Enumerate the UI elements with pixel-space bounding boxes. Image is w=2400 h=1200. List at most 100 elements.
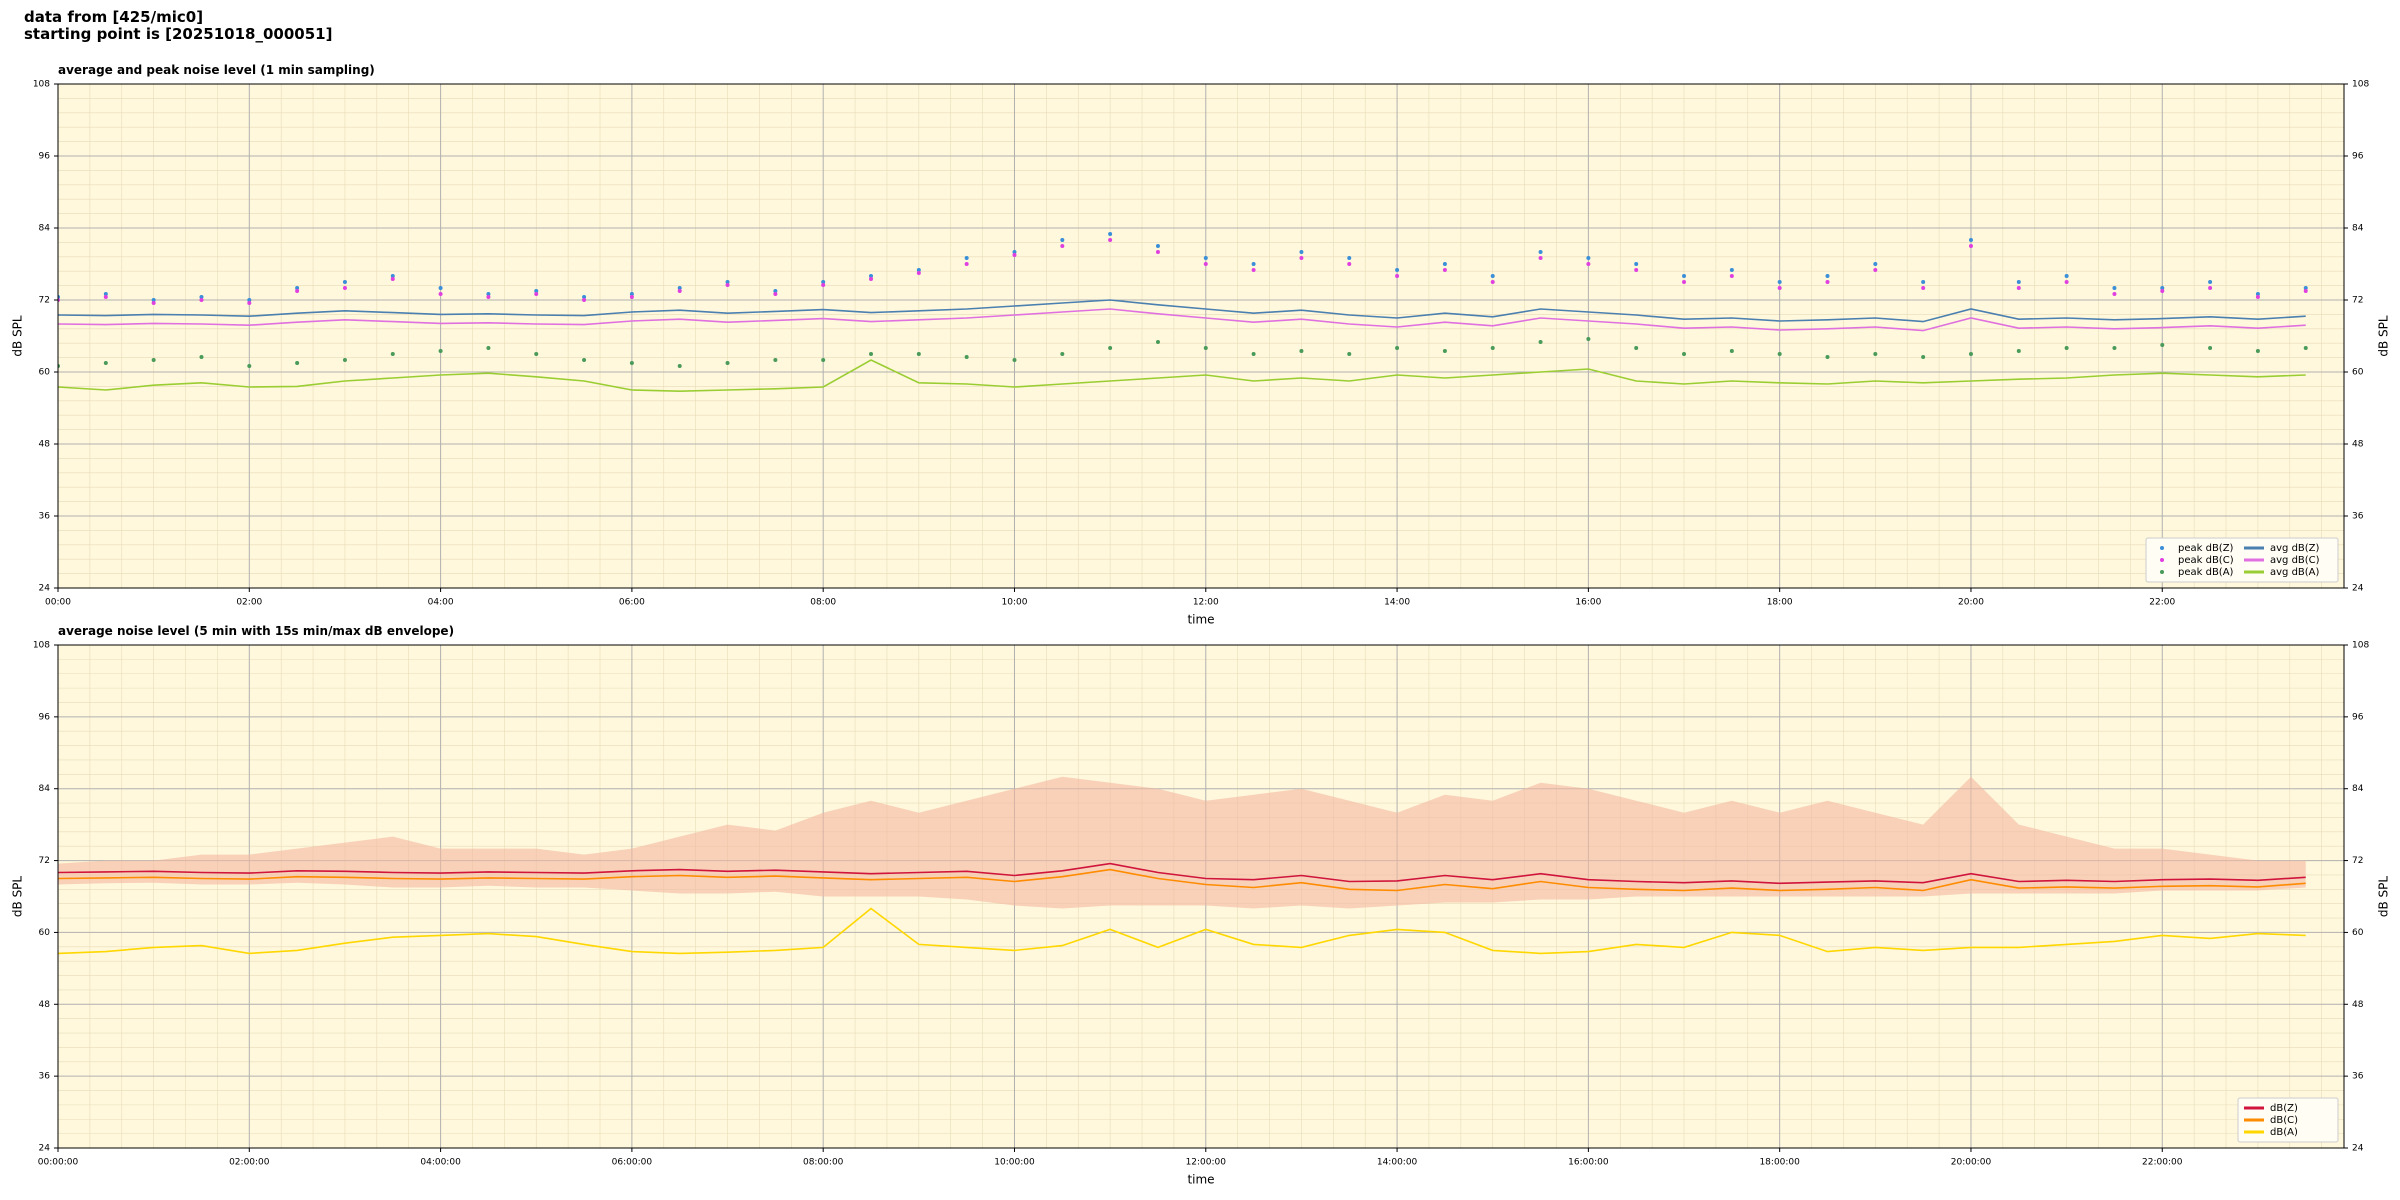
x-tick-label: 18:00:00 bbox=[1759, 1158, 1800, 1168]
y-tick-label: 72 bbox=[39, 856, 50, 866]
peak-point bbox=[773, 358, 778, 362]
y2-tick-label: 36 bbox=[2352, 512, 2364, 522]
x-tick-label: 22:00 bbox=[2149, 598, 2175, 608]
legend-label: peak dB(A) bbox=[2178, 567, 2234, 578]
peak-point bbox=[151, 298, 156, 302]
peak-point bbox=[869, 274, 874, 278]
x-tick-label: 14:00 bbox=[1384, 598, 1410, 608]
peak-point bbox=[486, 295, 491, 299]
peak-point bbox=[677, 286, 682, 290]
peak-point bbox=[1682, 274, 1687, 278]
peak-point bbox=[582, 358, 587, 362]
peak-point bbox=[1825, 355, 1830, 359]
peak-point bbox=[2064, 346, 2069, 350]
y2-tick-label: 84 bbox=[2352, 224, 2364, 234]
y2-tick-label: 24 bbox=[2352, 584, 2364, 594]
peak-point bbox=[725, 283, 730, 287]
peak-point bbox=[821, 283, 826, 287]
x-tick-label: 06:00:00 bbox=[612, 1158, 653, 1168]
peak-point bbox=[964, 262, 969, 266]
x-tick-label: 04:00:00 bbox=[420, 1158, 461, 1168]
peak-point bbox=[964, 256, 969, 260]
peak-point bbox=[1012, 358, 1017, 362]
peak-point bbox=[1203, 262, 1208, 266]
legend-marker bbox=[2160, 570, 2164, 574]
x-tick-label: 00:00 bbox=[45, 598, 71, 608]
x-tick-label: 00:00:00 bbox=[38, 1158, 79, 1168]
line bbox=[58, 299, 2306, 323]
peak-point bbox=[1347, 256, 1352, 260]
peak-point bbox=[821, 280, 826, 284]
chart-title: average and peak noise level (1 min samp… bbox=[58, 63, 375, 77]
y-tick-label: 84 bbox=[39, 224, 51, 234]
y2-tick-label: 108 bbox=[2352, 641, 2369, 651]
peak-point bbox=[2303, 289, 2308, 293]
peak-point bbox=[342, 280, 347, 284]
x-tick-label: 16:00:00 bbox=[1568, 1158, 1609, 1168]
peak-point bbox=[486, 292, 491, 296]
header-start: starting point is [20251018_000051] bbox=[24, 25, 332, 43]
peak-point bbox=[2255, 295, 2260, 299]
peak-point bbox=[964, 355, 969, 359]
x-tick-label: 14:00:00 bbox=[1377, 1158, 1418, 1168]
peak-point bbox=[2016, 349, 2021, 353]
legend-label: avg dB(C) bbox=[2270, 555, 2320, 566]
peak-point bbox=[2112, 346, 2117, 350]
peak-point bbox=[1921, 280, 1926, 284]
peak-point bbox=[1395, 274, 1400, 278]
x-tick-label: 02:00 bbox=[236, 598, 262, 608]
x-tick-label: 04:00 bbox=[428, 598, 454, 608]
peak-point bbox=[1155, 244, 1160, 248]
peak-point bbox=[916, 268, 921, 272]
peak-point bbox=[534, 352, 539, 356]
x-tick-label: 12:00 bbox=[1193, 598, 1219, 608]
x-tick-label: 02:00:00 bbox=[229, 1158, 270, 1168]
peak-point bbox=[1873, 352, 1878, 356]
peak-point bbox=[151, 301, 156, 305]
peak-point bbox=[1729, 268, 1734, 272]
x-tick-label: 08:00 bbox=[810, 598, 836, 608]
peak-point bbox=[2208, 346, 2213, 350]
y2-tick-label: 72 bbox=[2352, 296, 2363, 306]
peak-point bbox=[2016, 286, 2021, 290]
peak-point bbox=[2255, 349, 2260, 353]
peak-point bbox=[247, 298, 252, 302]
peak-point bbox=[2303, 346, 2308, 350]
y2-tick-label: 60 bbox=[2352, 928, 2364, 938]
peak-point bbox=[1634, 262, 1639, 266]
y2-tick-label: 108 bbox=[2352, 80, 2369, 90]
y-tick-label: 60 bbox=[39, 928, 51, 938]
peak-point bbox=[2064, 274, 2069, 278]
peak-point bbox=[1060, 238, 1065, 242]
chart: average noise level (5 min with 15s min/… bbox=[11, 624, 2391, 1187]
peak-point bbox=[677, 289, 682, 293]
line bbox=[58, 308, 2306, 332]
y-tick-label: 48 bbox=[39, 440, 51, 450]
x-tick-label: 20:00:00 bbox=[1951, 1158, 1992, 1168]
peak-point bbox=[1729, 349, 1734, 353]
peak-point bbox=[342, 358, 347, 362]
x-tick-label: 08:00:00 bbox=[803, 1158, 844, 1168]
x-tick-label: 16:00 bbox=[1575, 598, 1601, 608]
y2-tick-label: 96 bbox=[2352, 712, 2364, 722]
peak-point bbox=[1442, 268, 1447, 272]
y-tick-label: 36 bbox=[39, 1072, 51, 1082]
peak-point bbox=[869, 352, 874, 356]
peak-point bbox=[1538, 256, 1543, 260]
peak-point bbox=[199, 355, 204, 359]
peak-point bbox=[1586, 256, 1591, 260]
legend-marker bbox=[2160, 546, 2164, 550]
x-tick-label: 06:00 bbox=[619, 598, 645, 608]
peak-point bbox=[677, 364, 682, 368]
peak-point bbox=[1586, 262, 1591, 266]
peak-point bbox=[295, 361, 300, 365]
x-tick-label: 22:00:00 bbox=[2142, 1158, 2183, 1168]
peak-point bbox=[1538, 250, 1543, 254]
y2-tick-label: 24 bbox=[2352, 1144, 2364, 1154]
y-tick-label: 96 bbox=[39, 152, 51, 162]
peak-point bbox=[1825, 274, 1830, 278]
y2-tick-label: 84 bbox=[2352, 784, 2364, 794]
peak-point bbox=[1682, 280, 1687, 284]
peak-point bbox=[247, 364, 252, 368]
